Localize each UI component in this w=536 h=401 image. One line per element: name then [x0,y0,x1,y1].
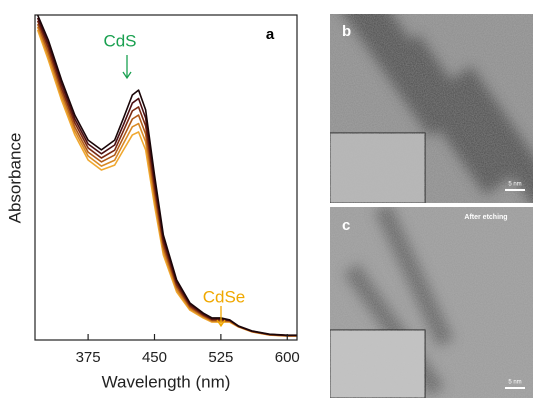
line-series [36,20,297,337]
line-series [36,17,297,337]
plot-area [36,15,297,337]
annotation-arrowhead [122,71,132,80]
panel-label: c [342,217,350,234]
annotation: CdS [103,31,136,50]
x-tick-label: 525 [208,349,233,366]
tem-image-c [330,207,533,398]
x-tick-label: 450 [142,349,167,366]
image-caption: After etching [464,214,507,221]
line-series [36,29,297,337]
annotation-arrowhead [216,319,226,328]
x-tick-label: 600 [275,349,300,366]
line-series [36,26,297,337]
x-axis-title: Wavelength (nm) [102,372,231,391]
y-axis-title: Absorbance [5,133,24,224]
scale-label: 5 nm [508,380,521,386]
line-series [36,23,297,337]
x-tick-label: 375 [76,349,101,366]
panel-label: b [342,23,351,40]
line-series [36,15,297,336]
scale-label: 5 nm [508,182,521,188]
panel-label: a [266,26,275,43]
annotation: CdSe [203,287,246,306]
plot-frame [34,14,298,341]
tem-image-b [330,14,533,203]
